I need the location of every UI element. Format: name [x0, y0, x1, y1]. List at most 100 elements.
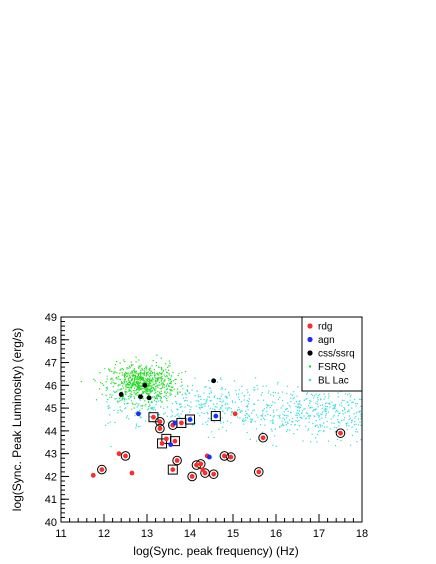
bl-lac-point [204, 386, 206, 388]
x-tick-label: 13 [141, 528, 153, 540]
fsrq-point [144, 387, 146, 389]
fsrq-point [134, 397, 136, 400]
bl-lac-point [314, 409, 316, 411]
bl-lac-point [292, 398, 294, 400]
fsrq-point [123, 359, 125, 361]
fsrq-point [147, 374, 149, 376]
fsrq-point [150, 381, 152, 383]
fsrq-point [138, 386, 140, 388]
fsrq-point [167, 369, 170, 371]
fsrq-point [168, 372, 170, 374]
bl-lac-point [106, 401, 108, 403]
bl-lac-point [320, 399, 322, 401]
fsrq-point [145, 389, 147, 391]
fsrq-point [161, 382, 163, 384]
bl-lac-point [250, 418, 252, 420]
x-tick-label: 18 [356, 528, 368, 540]
bl-lac-point [206, 398, 208, 400]
fsrq-point [136, 385, 138, 387]
bl-lac-point [312, 410, 314, 412]
highlight-ring [208, 469, 219, 479]
fsrq-point [134, 375, 136, 377]
fsrq-point [146, 382, 148, 384]
bl-lac-point [190, 406, 192, 408]
fsrq-point [170, 389, 172, 391]
bl-lac-point [316, 424, 318, 426]
bl-lac-point [337, 396, 339, 398]
bl-lac-point [136, 411, 138, 413]
fsrq-point [114, 371, 116, 373]
fsrq-point [129, 393, 131, 395]
plot-frame [60, 316, 363, 523]
bl-lac-point [333, 422, 335, 424]
fsrq-point [159, 392, 161, 395]
bl-lac-point [348, 393, 351, 395]
bl-lac-point [301, 417, 303, 419]
fsrq-point [135, 390, 137, 392]
bl-lac-point [274, 435, 276, 437]
bl-lac-point [325, 405, 327, 408]
fsrq-point [130, 372, 132, 374]
bl-lac-point [263, 408, 265, 410]
highlight-ring [97, 464, 107, 475]
rdg-point [174, 458, 180, 463]
fsrq-point [149, 377, 151, 379]
bl-lac-point [345, 425, 348, 427]
fsrq-point [132, 385, 134, 387]
fsrq-point [134, 383, 137, 386]
fsrq-point [123, 380, 125, 382]
bl-lac-point [261, 414, 263, 417]
bl-lac-point [235, 390, 237, 392]
bl-lac-point [157, 384, 159, 386]
bl-lac-point [130, 396, 132, 398]
fsrq-point [126, 383, 128, 386]
legend: rdg agn css/ssrq FSRQ BL Lac [301, 316, 363, 392]
bl-lac-point [301, 412, 303, 414]
bl-lac-point [209, 400, 211, 402]
bl-lac-point [263, 417, 265, 419]
fsrq-point [126, 386, 129, 388]
bl-lac-point [360, 413, 362, 415]
bl-lac-point [220, 388, 222, 390]
bl-lac-point [185, 397, 187, 399]
bl-lac-point [221, 386, 223, 389]
fsrq-point [165, 385, 168, 387]
bl-lac-point [191, 389, 193, 391]
fsrq-point [137, 378, 139, 381]
bl-lac-point [319, 424, 321, 426]
bl-lac-point [145, 420, 147, 422]
bl-lac-point [140, 416, 142, 418]
fsrq-point [145, 390, 147, 392]
fsrq-point [133, 369, 135, 372]
bl-lac-point [289, 406, 291, 408]
fsrq-point [166, 398, 168, 400]
bl-lac-point [286, 385, 289, 387]
fsrq-point [132, 375, 134, 377]
bl-lac-point [222, 421, 225, 424]
bl-lac-point [205, 403, 207, 405]
bl-lac-point [179, 403, 181, 405]
legend-marker-agn [307, 336, 313, 343]
fsrq-point [160, 366, 162, 368]
fsrq-point [167, 377, 169, 379]
bl-lac-point [206, 399, 208, 401]
bl-lac-point [353, 398, 356, 401]
bl-lac-point [296, 429, 298, 431]
bl-lac-point [319, 404, 322, 407]
fsrq-point [152, 396, 154, 398]
bl-lac-point [206, 423, 208, 426]
fsrq-point [124, 374, 126, 376]
highlight-ring [120, 451, 131, 461]
fsrq-point [139, 385, 141, 388]
bl-lac-point [311, 433, 313, 435]
bl-lac-point [326, 426, 328, 428]
fsrq-point [168, 382, 171, 384]
fsrq-point [166, 375, 168, 377]
fsrq-point [128, 377, 130, 379]
bl-lac-point [317, 403, 319, 405]
bl-lac-point [241, 410, 243, 412]
fsrq-point [132, 390, 135, 392]
bl-lac-point [244, 414, 246, 416]
bl-lac-point [149, 405, 151, 407]
fsrq-point [149, 384, 151, 387]
